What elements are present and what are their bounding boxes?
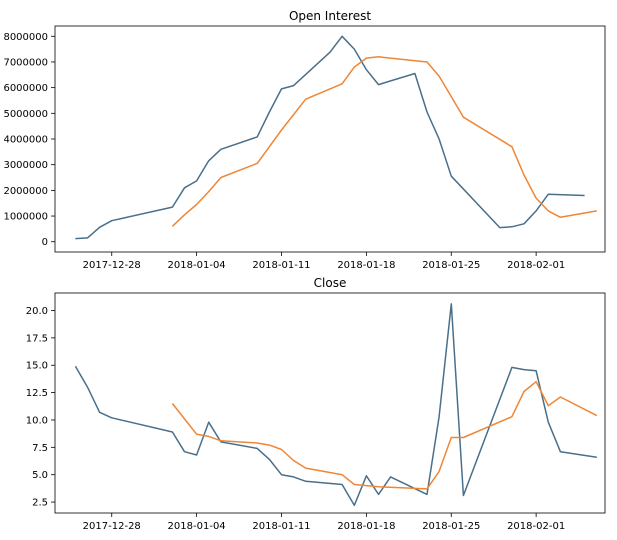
open-interest-chart: Open Interest 0 1000000 2000000 3000000 4000… [3, 9, 606, 271]
x-axis: 2017-12-28 2018-01-04 2018-01-11 2018-01-18… [83, 252, 565, 271]
y-tick-label: 6000000 [3, 83, 48, 94]
series-line-2 [171, 56, 597, 227]
x-tick-label: 2018-01-04 [168, 260, 226, 271]
plot-frame [54, 292, 606, 514]
y-axis: 2.5 5.0 7.5 10.0 12.5 15.0 17.5 20.0 [26, 306, 55, 509]
x-tick-label: 2018-01-11 [252, 260, 310, 271]
x-tick-label: 2018-01-25 [422, 260, 480, 271]
y-tick-label: 10.0 [26, 415, 48, 426]
y-tick-label: 5000000 [3, 109, 48, 120]
y-tick-label: 12.5 [26, 388, 48, 399]
y-tick-label: 5.0 [32, 470, 48, 481]
series-line-2 [171, 380, 598, 490]
series-line-1 [75, 35, 585, 240]
y-tick-label: 17.5 [26, 333, 48, 344]
x-tick-label: 2018-02-01 [507, 260, 565, 271]
x-axis: 2017-12-28 2018-01-04 2018-01-11 2018-01-18… [83, 513, 565, 532]
x-tick-label: 2018-01-18 [337, 260, 395, 271]
chart-title: Open Interest [289, 9, 371, 23]
y-tick-label: 3000000 [3, 160, 48, 171]
series-layer [74, 303, 598, 507]
y-tick-label: 2000000 [3, 186, 48, 197]
x-tick-label: 2018-02-01 [507, 521, 565, 532]
x-tick-label: 2018-01-25 [422, 521, 480, 532]
y-tick-label: 20.0 [26, 306, 48, 317]
x-tick-label: 2017-12-28 [83, 260, 141, 271]
x-tick-label: 2017-12-28 [83, 521, 141, 532]
series-line-1 [74, 303, 597, 507]
y-tick-label: 0 [42, 237, 48, 248]
y-tick-label: 1000000 [3, 212, 48, 223]
y-tick-label: 2.5 [32, 498, 48, 509]
x-tick-label: 2018-01-04 [168, 521, 226, 532]
series-layer [75, 35, 597, 240]
y-tick-label: 15.0 [26, 361, 48, 372]
y-tick-label: 4000000 [3, 135, 48, 146]
close-chart: Close 2.5 5.0 7.5 10.0 12.5 15.0 17.5 20.0 2017… [26, 276, 606, 532]
y-tick-label: 8000000 [3, 32, 48, 43]
y-tick-label: 7000000 [3, 57, 48, 68]
x-tick-label: 2018-01-11 [252, 521, 310, 532]
chart-title: Close [314, 276, 347, 290]
y-axis: 0 1000000 2000000 3000000 4000000 5000000 6000… [3, 32, 55, 248]
x-tick-label: 2018-01-18 [337, 521, 395, 532]
y-tick-label: 7.5 [32, 443, 48, 454]
